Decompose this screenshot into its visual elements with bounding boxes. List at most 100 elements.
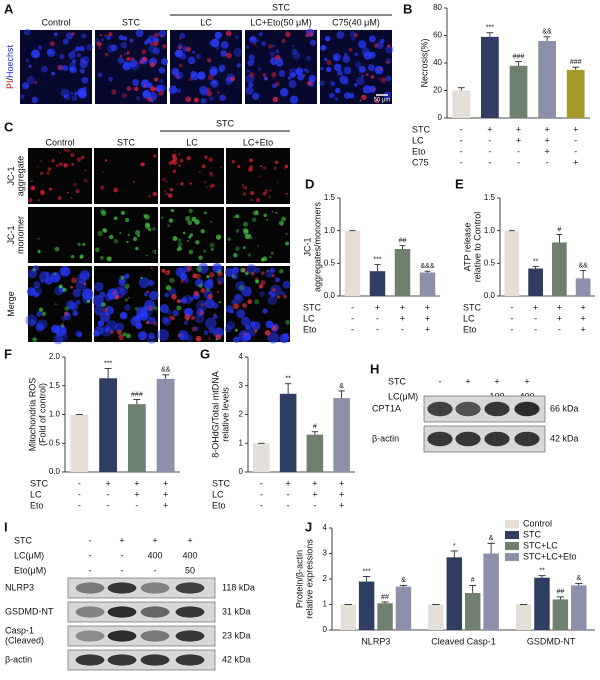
cell: [124, 298, 129, 302]
cell: [60, 324, 65, 328]
condition-sign: +: [134, 489, 139, 499]
cell: [357, 40, 367, 49]
cell: [70, 197, 73, 199]
condition-label: LC: [412, 135, 424, 145]
cell: [158, 89, 164, 96]
cell: [303, 68, 307, 72]
cell: [200, 229, 205, 234]
cell: [161, 58, 169, 66]
condition-sign: +: [339, 489, 344, 499]
cell: [188, 235, 192, 239]
cell: [253, 42, 257, 46]
cell: [160, 34, 164, 38]
cell: [225, 52, 232, 59]
cell: [231, 159, 236, 164]
cell: [152, 226, 156, 231]
cell: [168, 288, 177, 296]
cell: [123, 52, 127, 56]
blot-band: [140, 654, 170, 666]
cell: [193, 97, 199, 103]
bar: [333, 398, 350, 472]
condition-label: LC(μM): [388, 391, 418, 401]
condition-sign: -: [534, 324, 537, 334]
cell: [150, 267, 153, 270]
cell: [106, 320, 118, 332]
cell: [35, 322, 45, 332]
cell: [207, 293, 213, 300]
column-label: Control: [45, 137, 74, 147]
condition-label: STC: [463, 302, 482, 312]
y-tick-label: 0: [323, 625, 328, 634]
band-size: 23 kDa: [222, 630, 251, 640]
bar: [528, 268, 543, 296]
cell: [220, 50, 228, 57]
cell: [138, 331, 148, 341]
condition-sign: +: [163, 478, 168, 488]
bar: [70, 414, 89, 472]
cell: [269, 255, 272, 259]
cell: [320, 66, 324, 71]
cell: [62, 287, 67, 292]
cell: [279, 333, 290, 344]
cell: [25, 58, 30, 63]
cell: [76, 332, 83, 338]
cell: [97, 72, 103, 78]
cell: [260, 279, 266, 286]
cell: [21, 82, 30, 90]
cell: [186, 155, 191, 161]
column-label: STC: [117, 137, 136, 147]
cell: [213, 327, 224, 338]
cell: [79, 45, 85, 52]
cell: [365, 73, 369, 77]
cell: [208, 189, 211, 191]
cell: [189, 233, 193, 237]
cell: [167, 269, 170, 273]
cell: [178, 330, 189, 341]
cell: [169, 277, 175, 283]
cell: [283, 168, 286, 170]
cell: [177, 246, 182, 251]
y-axis-label: aggregates/monomers: [312, 201, 322, 292]
blot-band: [427, 431, 453, 447]
column-label: C75(40 μM): [332, 17, 380, 27]
significance: &: [489, 535, 494, 542]
cell: [242, 192, 247, 196]
cell: [61, 315, 67, 321]
bar: [394, 248, 411, 296]
condition-sign: -: [351, 313, 354, 323]
cell: [158, 29, 166, 38]
cell: [165, 192, 169, 196]
cell: [122, 36, 128, 41]
condition-label: STC: [30, 478, 49, 488]
cell: [187, 239, 190, 242]
cell: [363, 51, 372, 60]
condition-sign: +: [187, 535, 192, 545]
condition-sign: +: [163, 489, 168, 499]
significance: ##: [381, 594, 389, 601]
cell: [58, 284, 63, 289]
cell: [247, 299, 253, 305]
cell: [102, 171, 104, 174]
row-subtitle: monomer: [15, 216, 25, 254]
cell: [143, 292, 149, 297]
condition-sign: +: [375, 302, 380, 312]
error-bar: [424, 270, 431, 273]
cell: [358, 72, 361, 75]
cell: [273, 325, 277, 329]
cell: [278, 70, 286, 77]
condition-sign: +: [312, 489, 317, 499]
cell: [79, 68, 85, 74]
condition-sign: -: [460, 124, 463, 134]
cell: [287, 76, 291, 80]
cell: [127, 233, 130, 237]
condition-label: STC: [388, 376, 407, 386]
cell: [86, 272, 91, 277]
cell: [279, 268, 284, 274]
cell: [99, 33, 102, 37]
stain-part: Hoechst: [5, 44, 15, 78]
cell: [86, 299, 90, 303]
cell: [69, 66, 77, 74]
cell: [104, 34, 107, 37]
cell: [104, 52, 109, 57]
cell: [114, 322, 125, 332]
